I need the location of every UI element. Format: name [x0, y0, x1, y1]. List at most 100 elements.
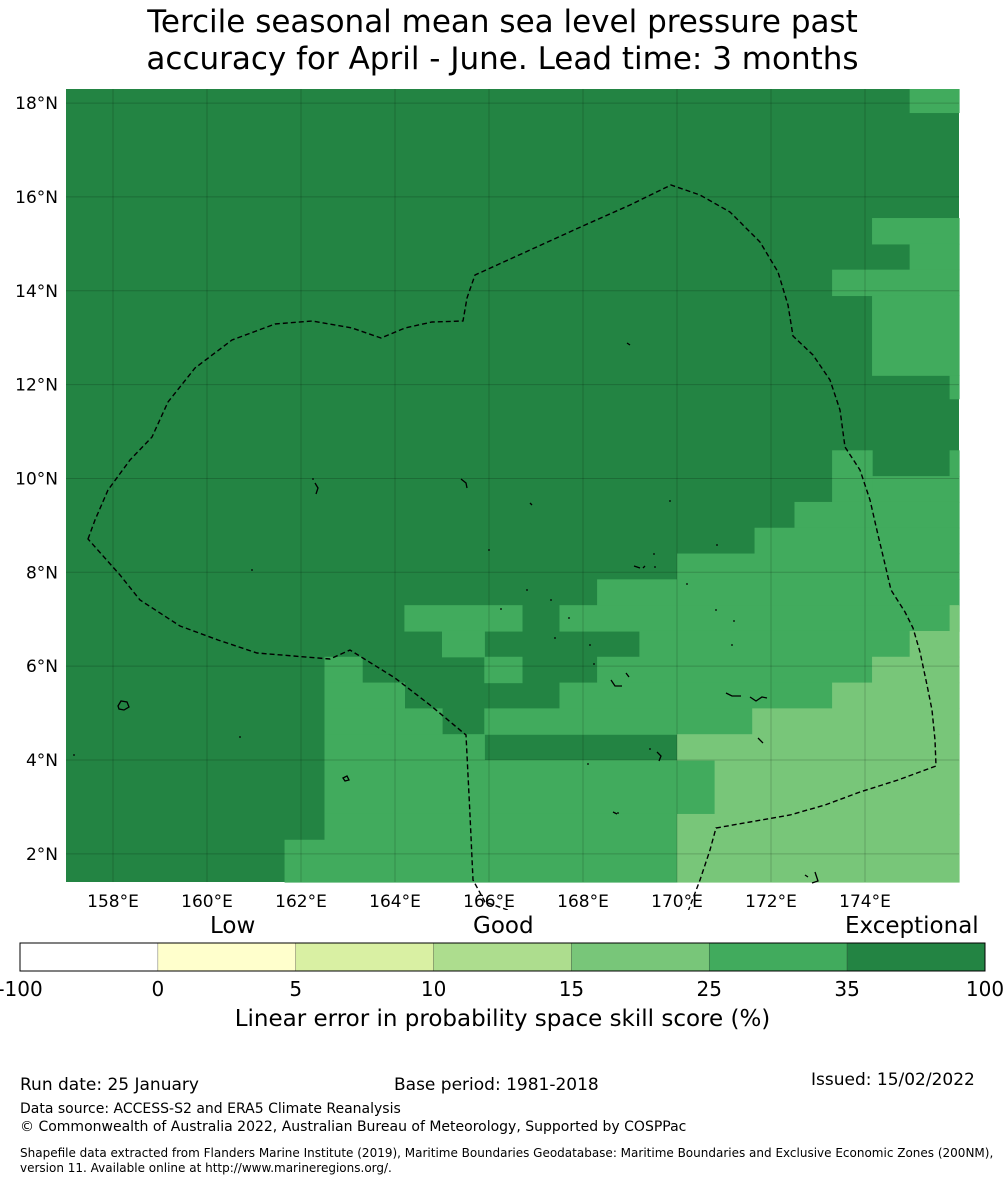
grid-cell	[714, 760, 960, 815]
island-dot	[653, 553, 655, 555]
lat-tick-label: 14°N	[15, 282, 58, 302]
island-outline	[314, 482, 319, 495]
grid-cell	[677, 734, 960, 761]
title-line-1: Tercile seasonal mean sea level pressure…	[147, 4, 858, 40]
island-dot	[554, 637, 556, 639]
island-outline	[626, 342, 631, 346]
grid-cell	[324, 813, 678, 841]
island-dot	[239, 736, 241, 738]
lat-tick-label: 8°N	[26, 563, 58, 583]
grid-cell	[324, 760, 678, 815]
grid-cell	[752, 708, 960, 735]
grid-cell	[909, 243, 960, 271]
colorbar-tick-label: 25	[697, 977, 722, 1001]
grid-cell	[324, 734, 485, 761]
grid-cell	[794, 501, 960, 529]
grid-cell	[949, 450, 960, 477]
island-dot	[715, 609, 717, 611]
grid-cell	[909, 89, 960, 114]
island-dot	[589, 644, 591, 646]
colorbar-tick-label: 100	[966, 977, 1004, 1001]
grid-cell	[832, 269, 960, 297]
colorbar-tick-label: -100	[0, 977, 43, 1001]
shapefile-credit: Shapefile data extracted from Flanders M…	[20, 1146, 994, 1175]
data-source: Data source: ACCESS-S2 and ERA5 Climate …	[20, 1101, 401, 1117]
copyright: © Commonwealth of Australia 2022, Austra…	[20, 1119, 687, 1135]
grid-cell	[872, 656, 960, 684]
base-period: Base period: 1981-2018	[394, 1075, 599, 1095]
colorbar-title: Linear error in probability space skill …	[234, 1006, 771, 1032]
lon-tick-label: 166°E	[463, 892, 515, 910]
grid-cell	[559, 605, 960, 632]
colorbar: -100 0 5 10 15 25 35 100	[0, 942, 1004, 1001]
colorbar-swatch	[295, 942, 434, 972]
grid-cell	[677, 760, 716, 815]
island-dot	[617, 812, 619, 814]
colorbar-swatch	[846, 942, 986, 972]
island-dot	[312, 478, 314, 480]
island-outline	[342, 775, 350, 782]
lon-tick-label: 160°E	[181, 892, 233, 910]
issued-date: Issued: 15/02/2022	[811, 1070, 975, 1090]
lat-tick-label: 6°N	[26, 657, 58, 677]
island-outlines	[73, 342, 819, 884]
island-dot	[526, 589, 528, 591]
map-panel[interactable]: 18°N 16°N 14°N 12°N 10°N 8°N 6°N 4°N 2°N 158°E 16…	[0, 80, 1005, 910]
lat-tick-label: 10°N	[15, 469, 58, 489]
grid-cell	[324, 708, 443, 735]
lon-tick-label: 162°E	[275, 892, 327, 910]
lat-tick-label: 18°N	[15, 94, 58, 114]
lon-tick-label: 168°E	[557, 892, 609, 910]
island-outline	[610, 672, 630, 687]
lat-tick-label: 16°N	[15, 188, 58, 208]
lon-tick-label: 174°E	[839, 892, 891, 910]
latitude-labels: 18°N 16°N 14°N 12°N 10°N 8°N 6°N 4°N 2°N	[15, 94, 58, 865]
grid-cell	[324, 656, 363, 684]
colorbar-tick-label: 0	[151, 977, 164, 1001]
grid-cell	[559, 682, 833, 709]
island-outline	[612, 811, 618, 815]
colorbar-frame	[19, 942, 986, 972]
grid-cell	[597, 579, 960, 606]
lat-tick-label: 2°N	[26, 845, 58, 865]
grid-cell	[832, 476, 873, 503]
island-dot	[568, 617, 570, 619]
grid-cell	[949, 375, 960, 400]
island-outline	[460, 478, 468, 489]
island-dot	[73, 754, 75, 756]
colorbar-category-exceptional: Exceptional	[845, 913, 979, 939]
lon-tick-label: 170°E	[651, 892, 703, 910]
island-dot	[654, 566, 656, 568]
lon-tick-label: 172°E	[745, 892, 797, 910]
island-dot	[686, 583, 688, 585]
lon-tick-label: 158°E	[87, 892, 139, 910]
grid-cell	[484, 656, 523, 684]
grid-cell	[324, 682, 405, 709]
island-dot	[251, 569, 253, 571]
island-dot	[649, 748, 651, 750]
island-dot	[669, 500, 671, 502]
grid-cell	[404, 605, 523, 632]
grid-cell	[677, 553, 960, 580]
colorbar-swatch	[19, 942, 159, 972]
island-dot	[593, 663, 595, 665]
island-dot	[733, 620, 735, 622]
skill-score-grid	[284, 89, 960, 883]
island-dot	[550, 599, 552, 601]
colorbar-swatch	[157, 942, 297, 972]
island-outline	[804, 871, 819, 884]
colorbar-category-good: Good	[473, 913, 534, 939]
colorbar-tick-label: 5	[289, 977, 302, 1001]
colorbar-swatch	[433, 942, 572, 972]
map-title: Tercile seasonal mean sea level pressure…	[0, 4, 1005, 78]
island-dot	[488, 549, 490, 551]
run-date: Run date: 25 January	[20, 1075, 199, 1095]
title-line-2: accuracy for April - June. Lead time: 3 …	[146, 41, 859, 77]
grid-cell	[639, 630, 951, 658]
map-gridlines	[66, 89, 959, 882]
island-outline	[757, 737, 764, 744]
grid-cell	[949, 605, 960, 632]
colorbar-swatch	[708, 942, 848, 972]
colorbar-tick-label: 35	[834, 977, 859, 1001]
colorbar-swatch	[571, 942, 710, 972]
